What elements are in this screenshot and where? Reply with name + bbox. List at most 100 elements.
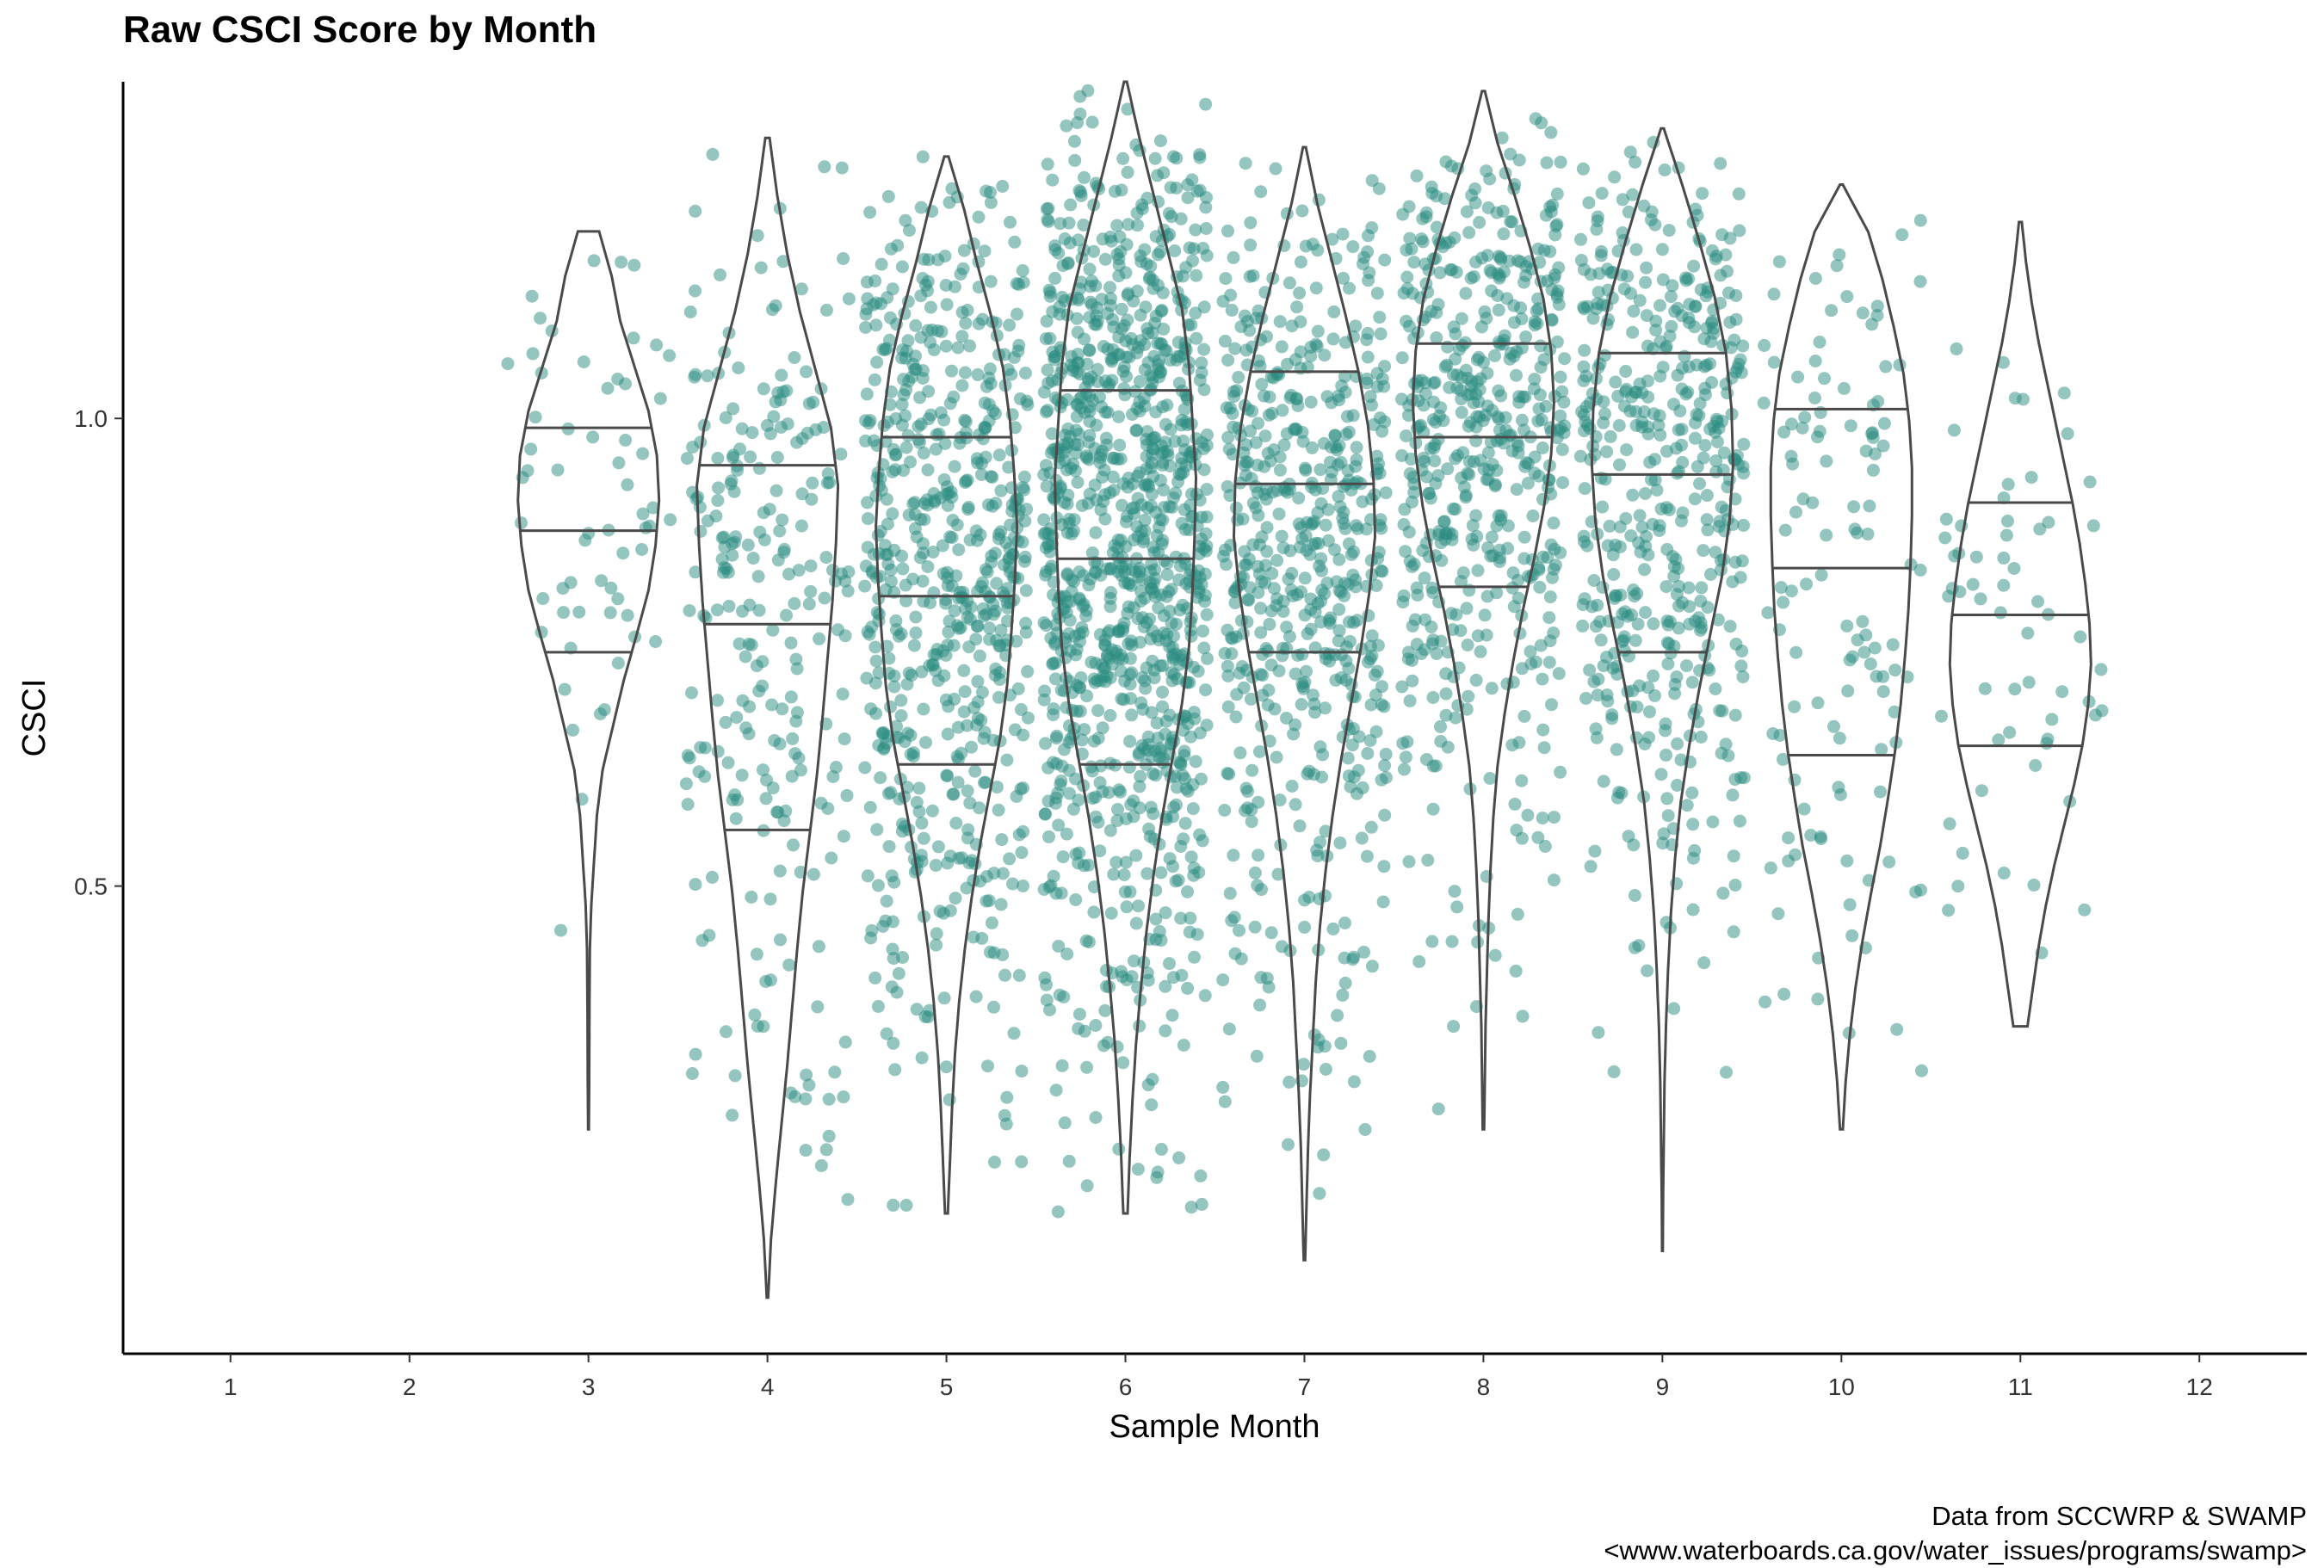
data-point (1061, 488, 1075, 502)
data-point (1373, 311, 1387, 324)
data-point (1223, 489, 1237, 503)
data-point (1588, 844, 1602, 858)
data-point (914, 201, 928, 214)
data-point (1104, 292, 1117, 306)
data-point (1322, 614, 1336, 627)
data-point (612, 456, 626, 470)
data-point (1085, 115, 1099, 129)
data-point (1618, 605, 1632, 619)
data-point (1166, 651, 1180, 664)
data-point (1334, 671, 1348, 684)
data-point (1624, 287, 1638, 300)
data-point (1056, 259, 1070, 273)
data-point (1091, 816, 1105, 829)
data-point (938, 437, 952, 450)
data-point (1728, 708, 1742, 722)
data-point (1148, 590, 1162, 603)
data-point (1656, 273, 1670, 287)
data-point (1364, 820, 1378, 834)
data-point (1840, 854, 1854, 867)
data-point (1695, 581, 1709, 595)
data-point (1112, 410, 1126, 423)
data-point (595, 574, 609, 588)
data-point (1449, 608, 1463, 621)
data-point (1062, 1154, 1076, 1168)
data-point (1087, 672, 1101, 686)
data-point (1425, 180, 1438, 194)
data-point (1537, 741, 1551, 755)
data-point (1069, 893, 1083, 906)
data-point (1116, 498, 1128, 512)
data-point (1510, 368, 1523, 382)
data-point (693, 500, 707, 514)
y-tick-label: 1.0 (74, 405, 108, 432)
data-point (1165, 583, 1178, 596)
data-point (1866, 463, 1880, 477)
data-point (1515, 831, 1529, 845)
data-point (1238, 459, 1252, 472)
data-point (822, 1092, 836, 1106)
data-point (2003, 725, 2017, 739)
data-point (985, 916, 998, 929)
data-point (1447, 1020, 1461, 1034)
data-point (1153, 473, 1167, 487)
data-point (1406, 619, 1419, 633)
data-point (1874, 785, 1887, 799)
data-point (1938, 531, 1952, 545)
data-point (1054, 886, 1068, 900)
data-point (1199, 97, 1213, 111)
data-point (1321, 534, 1335, 547)
data-point (1440, 358, 1454, 372)
data-point (1395, 680, 1409, 694)
data-point (1360, 376, 1374, 390)
data-point (1087, 244, 1101, 258)
data-point (1273, 793, 1287, 807)
data-point (879, 914, 893, 928)
data-point (1134, 334, 1147, 348)
data-point (1253, 998, 1267, 1012)
data-point (963, 796, 977, 810)
data-point (1272, 664, 1286, 678)
data-point (790, 435, 804, 449)
data-point (1814, 568, 1828, 582)
data-point (1246, 497, 1260, 510)
data-point (879, 548, 893, 561)
data-point (1054, 217, 1067, 231)
data-point (739, 650, 752, 664)
data-point (1500, 677, 1514, 691)
data-point (1818, 372, 1831, 386)
data-point (1460, 205, 1474, 219)
data-point (1758, 995, 1772, 1009)
data-point (1237, 571, 1251, 584)
data-point (1011, 307, 1023, 321)
data-point (732, 637, 746, 651)
data-point (1510, 483, 1524, 497)
data-point (1226, 632, 1239, 645)
data-point (1668, 677, 1682, 691)
data-point (1543, 590, 1557, 604)
data-point (955, 851, 969, 865)
data-point (1686, 818, 1700, 831)
data-point (878, 343, 892, 357)
data-point (794, 763, 807, 777)
data-point (1399, 545, 1412, 559)
data-point (1737, 518, 1751, 532)
data-point (2031, 595, 2044, 608)
data-point (551, 463, 565, 477)
data-point (1591, 214, 1604, 228)
data-point (1285, 566, 1299, 580)
data-point (1737, 437, 1751, 451)
data-point (955, 330, 969, 343)
data-point (868, 676, 882, 690)
data-point (1159, 1024, 1172, 1038)
data-point (773, 524, 787, 538)
data-point (1087, 905, 1101, 919)
data-point (1550, 431, 1564, 445)
data-point (1101, 648, 1114, 662)
data-point (1242, 593, 1256, 607)
data-point (1827, 719, 1840, 733)
data-point (577, 355, 590, 368)
data-point (1524, 645, 1537, 658)
data-point (1193, 151, 1207, 164)
data-point (1057, 743, 1071, 756)
